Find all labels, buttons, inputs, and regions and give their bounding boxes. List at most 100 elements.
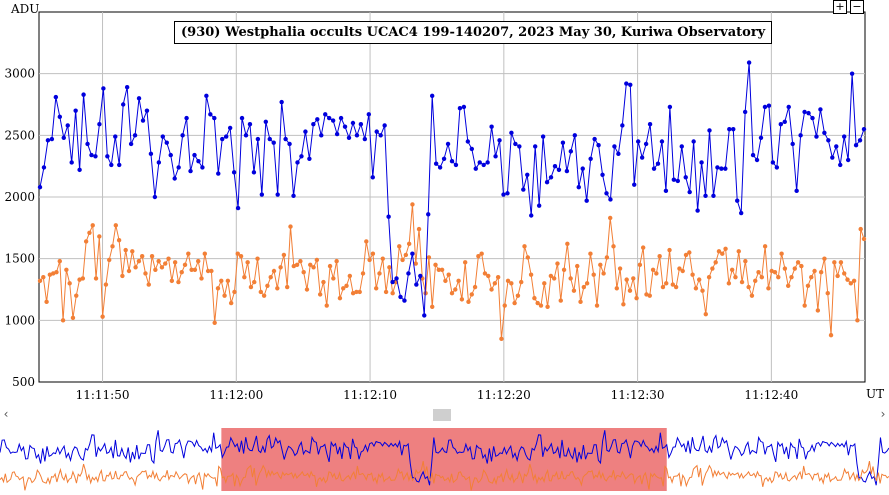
scroll-right-arrow[interactable]: › — [880, 407, 886, 421]
data-point — [855, 318, 860, 323]
horizontal-scrollbar[interactable]: ‹ › — [0, 406, 889, 423]
data-point — [584, 198, 589, 203]
data-point — [576, 184, 581, 190]
data-point — [45, 138, 51, 143]
data-point — [216, 171, 221, 176]
data-point — [691, 139, 696, 144]
data-point — [644, 292, 649, 297]
data-point — [205, 268, 211, 274]
data-point — [818, 107, 823, 112]
data-point — [130, 249, 135, 254]
data-point — [176, 165, 181, 170]
overview-navigator[interactable] — [0, 424, 889, 495]
data-point — [100, 314, 105, 319]
data-point — [140, 118, 146, 123]
y-tick-label: 2000 — [4, 190, 35, 204]
y-tick-label: 1500 — [4, 252, 35, 266]
data-point — [109, 162, 114, 168]
data-point — [337, 295, 343, 301]
data-point — [41, 165, 47, 170]
data-point — [481, 162, 486, 168]
data-point — [445, 141, 451, 147]
overview-selection-window[interactable] — [221, 428, 667, 491]
data-point — [103, 282, 109, 287]
data-point — [462, 260, 468, 265]
data-point — [97, 234, 102, 239]
data-point — [785, 283, 791, 288]
data-point — [77, 277, 82, 282]
data-point — [275, 286, 280, 291]
data-point — [192, 267, 198, 272]
data-point — [489, 287, 494, 292]
zoom-in-button[interactable]: + — [833, 0, 847, 14]
data-point — [406, 271, 411, 276]
data-point — [291, 193, 296, 198]
data-point — [806, 110, 811, 116]
data-point — [338, 115, 344, 121]
data-point — [57, 114, 63, 120]
data-point — [849, 71, 855, 76]
data-point — [350, 120, 356, 126]
data-point — [80, 276, 86, 281]
scroll-left-arrow[interactable]: ‹ — [3, 407, 9, 421]
data-point — [394, 276, 399, 281]
data-point — [113, 223, 119, 228]
data-point — [720, 251, 725, 256]
data-point — [377, 271, 382, 276]
data-point — [802, 303, 807, 308]
data-point — [242, 274, 247, 280]
data-point — [426, 255, 432, 260]
data-point — [113, 134, 118, 139]
data-point — [799, 263, 804, 269]
data-point — [255, 136, 261, 142]
data-point — [594, 303, 600, 308]
data-point — [683, 175, 688, 180]
data-point — [822, 130, 827, 136]
data-point — [416, 226, 422, 232]
data-point — [735, 198, 740, 203]
data-point — [179, 270, 184, 275]
data-point — [196, 159, 201, 164]
zoom-out-button[interactable]: − — [850, 0, 864, 14]
x-tick-label: 11:12:10 — [343, 388, 397, 402]
data-point — [572, 133, 578, 138]
data-point — [390, 291, 395, 296]
data-point — [659, 139, 665, 144]
series-1 — [37, 60, 867, 318]
data-point — [186, 251, 191, 256]
data-point — [505, 191, 510, 196]
data-point — [397, 244, 402, 249]
data-point — [687, 189, 692, 195]
x-tick-label: 11:12:40 — [744, 388, 798, 402]
data-point — [314, 257, 320, 263]
data-point — [753, 278, 758, 284]
data-point — [291, 263, 296, 269]
data-point — [65, 123, 70, 128]
data-point — [738, 210, 744, 216]
data-point — [673, 284, 679, 290]
data-point — [243, 133, 249, 138]
data-point — [443, 278, 448, 284]
x-tick-label: 11:11:50 — [76, 388, 130, 402]
data-point — [212, 320, 217, 325]
data-point — [812, 268, 817, 274]
data-point — [779, 251, 784, 256]
data-point — [327, 263, 333, 269]
data-point — [41, 274, 46, 280]
data-point — [410, 251, 415, 256]
data-point — [184, 115, 189, 121]
data-point — [838, 162, 843, 168]
data-point — [822, 256, 827, 261]
data-point — [703, 311, 708, 317]
data-point — [387, 265, 392, 270]
data-point — [301, 270, 306, 275]
data-point — [795, 260, 801, 265]
data-point — [552, 163, 558, 169]
data-point — [743, 258, 748, 264]
data-point — [627, 288, 633, 293]
data-point — [637, 262, 643, 268]
data-point — [304, 287, 310, 292]
scroll-thumb[interactable] — [433, 409, 451, 421]
data-point — [223, 134, 229, 139]
data-point — [61, 135, 66, 140]
